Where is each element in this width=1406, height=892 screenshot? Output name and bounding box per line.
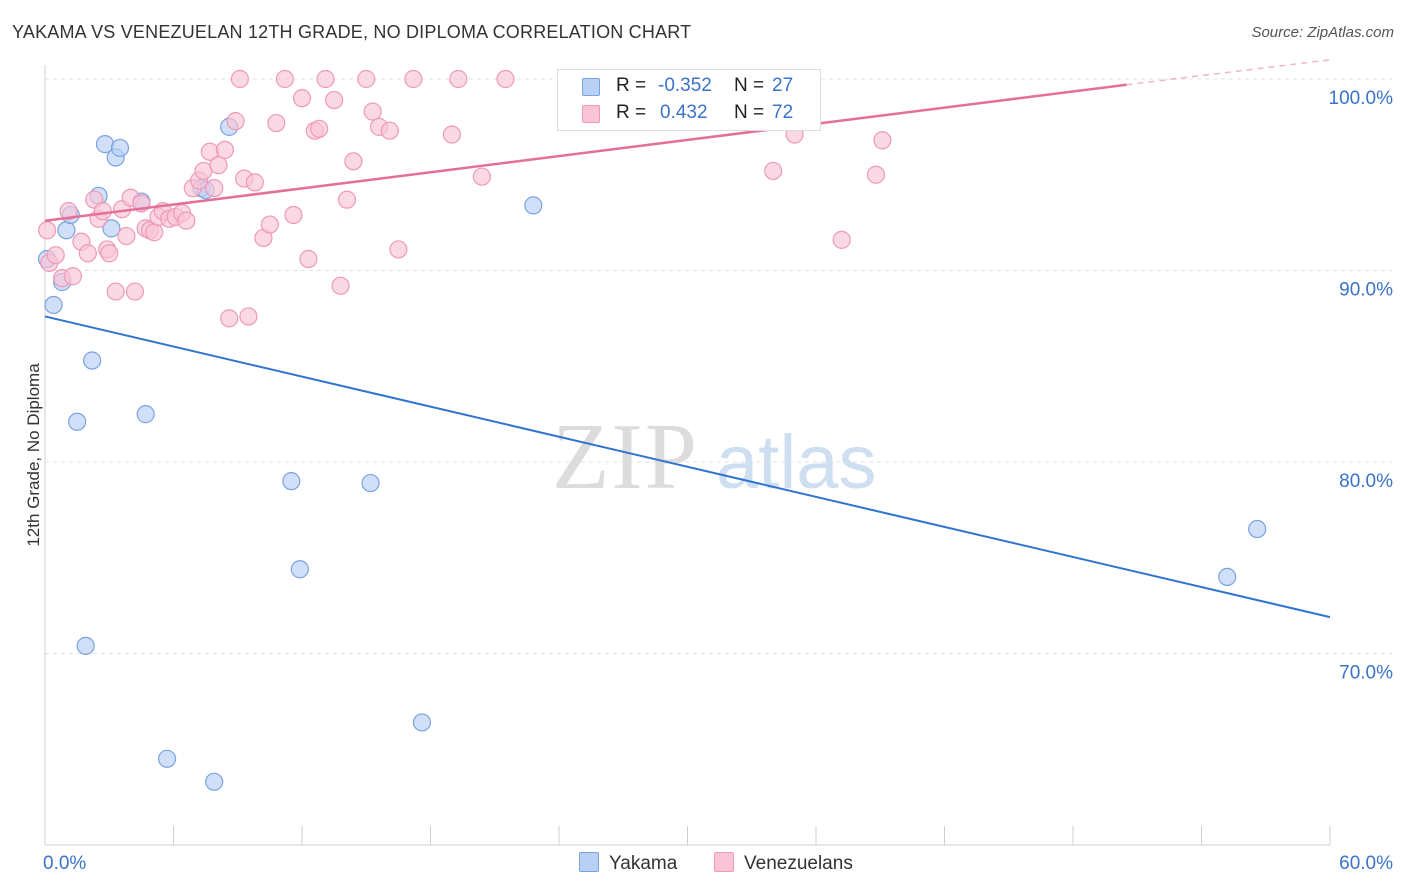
yakama-point-12: [110, 138, 130, 158]
yakama-point-10: [102, 219, 121, 238]
venezuelan-point-58: [380, 121, 399, 140]
venezuelans-trend-line: [44, 83, 1127, 222]
venezuelan-point-66: [764, 161, 783, 181]
venezuelan-point-15: [117, 226, 136, 246]
yakama-point-22: [361, 473, 380, 493]
venezuelan-point-13: [106, 282, 125, 301]
bottom-venezuelans-label: Venezuelans: [744, 853, 853, 874]
venezuelan-point-12: [100, 244, 119, 263]
yakama-point-24: [524, 196, 543, 215]
yakama-r-label: R =: [616, 75, 647, 96]
venezuelan-point-53: [337, 190, 357, 209]
venezuelan-point-50: [316, 69, 335, 89]
y-tick-label-1: 90.0%: [1339, 280, 1393, 301]
yakama-point-25: [1218, 567, 1237, 587]
yakama-trend-line: [44, 315, 1331, 619]
venezuelan-point-68: [832, 230, 851, 249]
watermark-atlas: atlas: [716, 420, 877, 505]
venezuelan-point-35: [220, 309, 239, 328]
venezuelan-point-43: [267, 113, 286, 133]
y-tick-label-2: 80.0%: [1339, 471, 1393, 492]
venezuelans-swatch: [582, 105, 600, 123]
yakama-point-5: [68, 412, 87, 431]
watermark-zip: ZIP: [552, 405, 699, 509]
yakama-point-6: [76, 636, 95, 655]
venezuelan-point-33: [209, 156, 228, 175]
bottom-yakama-label: Yakama: [609, 853, 678, 874]
venezuelan-point-10: [93, 202, 112, 221]
venezuelan-point-64: [496, 69, 515, 89]
yakama-swatch: [582, 78, 600, 96]
venezuelan-point-63: [472, 167, 491, 186]
venezuelan-point-70: [873, 131, 892, 150]
venezuelans-r-value: 0.432: [660, 102, 708, 123]
points-layer: [38, 69, 1267, 791]
venezuelan-point-27: [177, 211, 196, 230]
venezuelan-point-69: [866, 165, 886, 184]
venezuelan-point-39: [239, 307, 258, 326]
bottom-venezuelans-swatch: [714, 852, 734, 872]
yakama-n-value: 27: [772, 75, 794, 96]
yakama-point-7: [83, 351, 102, 370]
venezuelans-n-label: N =: [734, 102, 765, 123]
y-tick-label-3: 70.0%: [1339, 663, 1393, 684]
yakama-point-21: [290, 560, 309, 579]
y-axis-title: 12th Grade, No Diploma: [24, 363, 43, 547]
venezuelans-trend-extension: [1126, 59, 1331, 86]
venezuelans-n-value: 72: [772, 102, 794, 123]
yakama-n-label: N =: [734, 75, 765, 96]
venezuelan-point-40: [245, 173, 264, 192]
source-label: Source: ZipAtlas.com: [1251, 24, 1394, 41]
yakama-point-18: [205, 772, 224, 791]
venezuelan-point-49: [310, 119, 329, 138]
venezuelan-point-42: [260, 215, 279, 234]
yakama-point-14: [136, 405, 155, 424]
venezuelan-point-55: [357, 69, 376, 89]
venezuelan-point-17: [125, 282, 145, 301]
venezuelan-point-46: [292, 89, 312, 108]
venezuelan-point-7: [78, 244, 97, 263]
yakama-point-20: [282, 472, 301, 491]
venezuelan-point-2: [46, 246, 65, 265]
venezuelan-point-61: [442, 125, 462, 144]
venezuelan-point-4: [59, 202, 78, 221]
yakama-point-3: [57, 221, 76, 240]
venezuelan-point-51: [325, 90, 344, 110]
venezuelan-point-52: [331, 276, 350, 295]
venezuelan-point-21: [145, 223, 164, 242]
venezuelan-point-45: [284, 205, 303, 225]
venezuelan-point-37: [230, 69, 249, 89]
venezuelan-point-59: [389, 240, 408, 259]
chart-title: YAKAMA VS VENEZUELAN 12TH GRADE, NO DIPL…: [12, 22, 692, 42]
venezuelan-point-56: [363, 102, 382, 121]
y-tick-label-0: 100.0%: [1329, 88, 1394, 109]
venezuelan-point-34: [215, 140, 234, 159]
venezuelan-point-54: [344, 152, 363, 171]
venezuelan-point-0: [38, 221, 57, 240]
venezuelan-point-32: [205, 179, 224, 198]
venezuelan-point-36: [226, 112, 245, 131]
venezuelan-point-47: [299, 249, 318, 269]
bottom-legend-venezuelans: Venezuelans: [714, 852, 853, 875]
yakama-point-1: [44, 295, 63, 315]
venezuelan-point-60: [404, 69, 423, 89]
x-tick-label-1: 60.0%: [1339, 853, 1393, 874]
venezuelan-point-5: [63, 267, 82, 286]
bottom-legend-yakama: Yakama: [579, 852, 677, 875]
yakama-point-15: [157, 749, 177, 768]
yakama-point-23: [412, 713, 432, 732]
yakama-r-value: -0.352: [658, 75, 712, 96]
bottom-yakama-swatch: [579, 852, 599, 872]
x-tick-label-0: 0.0%: [43, 853, 86, 874]
venezuelans-r-label: R =: [616, 102, 647, 123]
venezuelan-point-44: [275, 69, 294, 89]
yakama-point-26: [1248, 519, 1267, 539]
stats-legend: R = -0.352 N = 27 R = 0.432 N = 72: [557, 69, 821, 131]
venezuelan-point-62: [449, 69, 468, 89]
